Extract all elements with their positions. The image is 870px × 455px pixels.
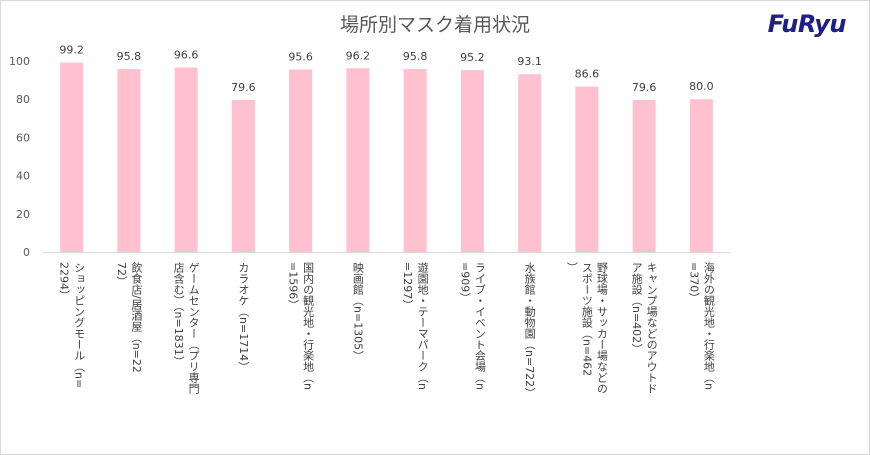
category-label: 遊園地・テーマパーク（n =1297） [401,262,430,390]
category-label: 海外の観光地・行楽地（n =370） [687,262,716,390]
y-tick-label: 80 [16,93,30,106]
y-tick-label: 40 [16,170,30,183]
bar [575,86,599,253]
category-label: ショッピングモール（n= 2294） [57,262,86,389]
category-label: 国内の観光地・行楽地（n =1596） [286,262,315,390]
data-label: 80.0 [689,80,714,93]
bar [60,62,84,252]
data-label: 79.6 [632,81,657,94]
category-label: 水族館・動物園（n=722） [523,262,537,399]
category-label: 映画館（n=1305） [351,262,365,362]
bar [174,67,198,252]
category-label: ゲームセンター（プリ専門 店含む）（n=1831） [172,262,201,394]
data-label: 99.2 [59,44,84,57]
y-tick-label: 20 [16,208,30,221]
bar [231,99,255,253]
y-tick-label: 0 [23,246,30,259]
brand-logo: FuRyu [767,10,847,38]
category-label: キャンプ場などのアウトド ア施設（n=402） [630,262,659,394]
bar [689,99,713,252]
data-label: 95.2 [460,51,485,64]
y-tick-label: 100 [9,55,30,68]
category-label: ライブ・イベント会場（n =909） [458,262,487,390]
data-label: 95.6 [288,50,313,63]
y-tick-label: 60 [16,131,30,144]
bar [117,69,141,252]
category-label: 飲食店/居酒屋（n=22 72） [114,262,143,373]
category-label: カラオケ（n=1714） [236,262,250,373]
data-label: 86.6 [575,68,600,81]
data-label: 95.8 [403,50,428,63]
data-label: 96.6 [174,48,199,61]
data-label: 96.2 [346,49,371,62]
data-label: 93.1 [517,55,542,68]
data-label: 79.6 [231,81,256,94]
bar [518,74,542,252]
bar [403,69,427,252]
category-label: 野球場・サッカー場などの スポーツ施設（n=462 ） [565,262,609,394]
bar [346,68,370,253]
bar [289,69,313,253]
bar [460,70,484,252]
bar [632,99,656,253]
data-label: 95.8 [117,50,142,63]
chart-title: 場所別マスク着用状況 [339,14,530,36]
